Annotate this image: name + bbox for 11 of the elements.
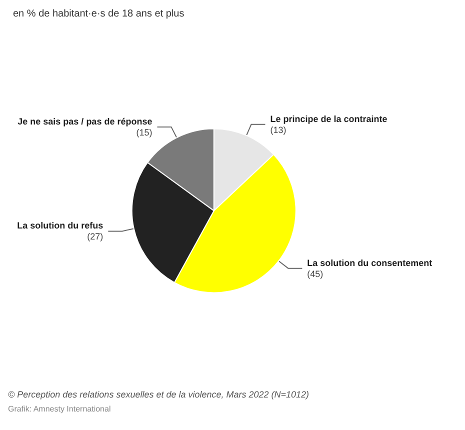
- data-label: (15): [136, 127, 152, 138]
- data-label: (27): [87, 232, 104, 242]
- slice-label: Le principe de la contrainte: [270, 114, 388, 124]
- chart-title: en % de habitant·e·s de 18 ans et plus: [13, 8, 184, 20]
- data-label: (13): [270, 124, 286, 135]
- slice-label: La solution du consentement: [307, 258, 432, 268]
- slice-label: La solution du refus: [17, 220, 104, 231]
- slice-label: Je ne sais pas / pas de réponse: [18, 116, 152, 126]
- text: © Perception des relations sexuelles et de la violence, Mars 2022 (N=1012): [8, 390, 310, 400]
- text: Grafik: Amnesty International: [8, 404, 111, 414]
- data-label: (45): [307, 268, 324, 279]
